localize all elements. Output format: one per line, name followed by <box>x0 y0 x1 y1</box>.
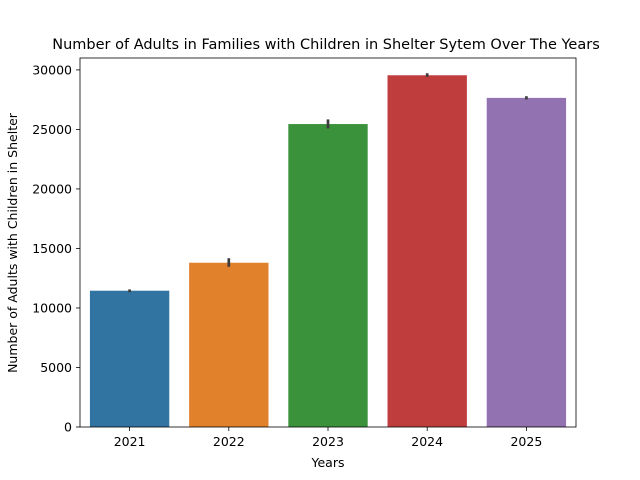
y-tick-label: 5000 <box>40 360 72 375</box>
y-tick-label: 0 <box>64 420 72 435</box>
chart-title: Number of Adults in Families with Childr… <box>52 37 600 53</box>
error-bars-group <box>128 73 528 293</box>
x-tick-label: 2025 <box>510 434 542 449</box>
bar-2025 <box>486 97 567 428</box>
y-tick-label: 15000 <box>32 241 72 256</box>
y-tick-label: 20000 <box>32 181 72 196</box>
x-axis-label: Years <box>311 455 345 470</box>
x-tick-label: 2023 <box>312 434 344 449</box>
bars-group <box>89 75 567 428</box>
bar-2024 <box>387 75 467 427</box>
bar-2022 <box>189 262 269 427</box>
y-tick-label: 25000 <box>32 122 72 137</box>
y-tick-label: 30000 <box>32 62 72 77</box>
x-tick-label: 2021 <box>114 434 146 449</box>
x-axis: 2021 2022 2023 2024 2025 <box>114 427 542 449</box>
x-tick-label: 2022 <box>213 434 245 449</box>
y-tick-label: 10000 <box>32 300 72 315</box>
y-axis: 0 5000 10000 15000 20000 25000 30000 <box>32 62 80 435</box>
bar-2021 <box>89 290 170 427</box>
bar-2023 <box>288 124 368 428</box>
x-tick-label: 2024 <box>411 434 443 449</box>
y-axis-label: Number of Adults with Children in Shelte… <box>5 112 20 373</box>
